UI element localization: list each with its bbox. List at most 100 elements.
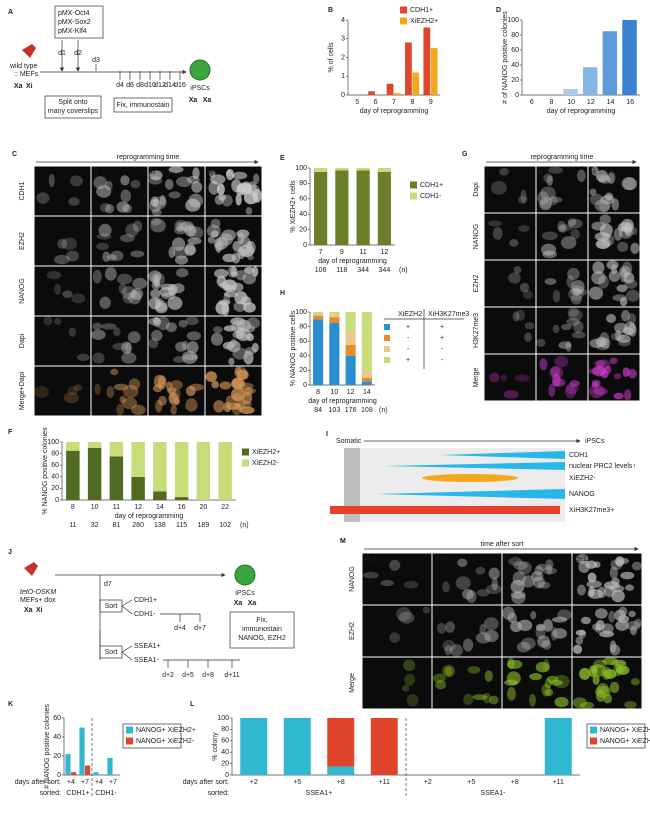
y-tick-label: 100 [295,165,307,172]
nucleus [116,403,125,416]
nucleus [488,567,500,580]
y-tick-label: 1 [341,73,345,80]
nucleus [442,581,450,593]
nucleus [73,384,83,391]
row-label: CDH1 [19,181,26,200]
bar [65,754,71,775]
nucleus [62,290,73,299]
n-label: 32 [91,522,99,529]
label: d+2 [162,672,174,679]
label: SSEA1- [134,657,160,664]
nucleus [492,227,503,240]
nucleus [546,175,553,187]
nucleus [506,686,516,701]
nucleus [148,338,159,349]
nucleus [242,272,257,285]
bar-segment [544,718,572,775]
group-label: SSEA1+ [306,790,333,797]
column-label: iv [208,169,214,176]
nucleus [70,175,83,187]
nucleus [213,400,225,413]
legend-label: XiEZH2- [252,460,279,467]
nucleus [565,340,572,352]
nucleus [545,559,554,570]
ipsc-icon [234,564,256,586]
connector [121,651,133,661]
label: wild type [9,63,37,70]
bar-segment [174,497,189,500]
nucleus [569,380,580,387]
nucleus [619,268,628,283]
legend-swatch [590,726,597,734]
nucleus [118,283,127,295]
nucleus [618,221,633,232]
nucleus [245,207,253,215]
micrograph [33,165,92,217]
nucleus [455,576,471,590]
nucleus [552,324,560,334]
x-tick-label: 12 [134,504,142,511]
mouse-icon [22,44,36,58]
nucleus [178,222,194,231]
nucleus [54,283,62,295]
micrograph [431,552,503,606]
nucleus [107,254,117,261]
bar-segment [174,442,189,498]
nucleus [507,612,518,624]
label: Xi [36,607,43,614]
nucleus [403,659,416,672]
nucleus [542,250,558,259]
panel-label: G [462,151,468,158]
bar-segment [87,442,102,448]
bar-segment [329,317,340,323]
micrograph [90,165,149,217]
nucleus [482,692,492,704]
y-tick-label: 0 [225,772,229,779]
nucleus [564,384,577,399]
n-label: 108 [361,407,373,414]
y-tick-label: 60 [53,715,61,722]
nucleus [609,357,618,365]
nucleus [552,616,568,623]
label: Sort [105,603,118,610]
legend-swatch [384,346,390,352]
micrograph [431,656,503,710]
nucleus [552,289,561,303]
nucleus [597,682,609,695]
nucleus [630,227,638,236]
row-label: NANOG [349,566,356,592]
connector [121,605,133,615]
nucleus [595,239,610,249]
micrograph [33,365,92,417]
nucleus [551,373,561,387]
bar-segment [361,370,372,378]
nucleus [105,204,115,214]
n-label: 11 [69,522,76,529]
nucleus [489,695,499,705]
column-label: d+11 [575,556,590,563]
nucleus [627,368,637,379]
bar [430,48,438,95]
nucleus [130,179,141,189]
x-tick-label: 9 [429,99,433,106]
label: time after sort [481,541,524,548]
label: d+8 [202,672,214,679]
nucleus [586,580,602,589]
nucleus [120,234,135,243]
nucleus [185,198,201,212]
n-label: 138 [154,522,166,529]
nucleus [568,218,583,229]
nucleus [150,217,162,226]
nucleus [593,659,607,668]
nucleus [539,196,553,210]
bar-segment [66,442,80,451]
panel-label: B [328,7,333,14]
nucleus [389,559,401,571]
label: reprogramming time [117,154,180,161]
bar-segment [345,355,356,385]
nucleus [178,319,188,328]
label: d+11 [224,672,239,679]
x-tick-label: 10 [91,504,99,511]
nucleus [537,191,549,205]
nucleus [99,296,111,309]
